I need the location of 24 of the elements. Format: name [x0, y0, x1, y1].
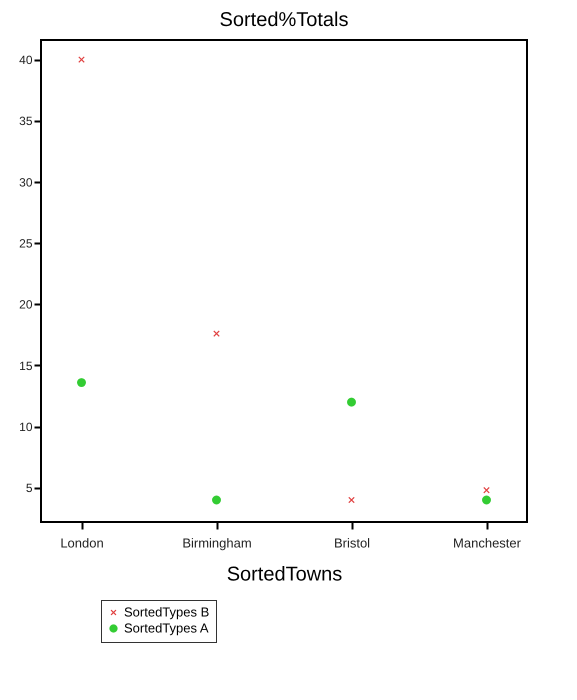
x-tick-label: Manchester: [453, 536, 522, 550]
y-tick-label: 35: [19, 114, 33, 128]
legend-label: SortedTypes A: [124, 620, 209, 636]
point: [212, 496, 221, 504]
x-tick-label: Bristol: [334, 536, 370, 550]
point: [483, 486, 490, 494]
x-tick-label: London: [60, 536, 104, 550]
point: [348, 496, 355, 504]
chart-title: Sorted%Totals: [220, 9, 348, 31]
y-tick-label: 25: [19, 236, 33, 251]
y-tick-label: 5: [26, 481, 33, 496]
point: [77, 378, 86, 388]
x-axis-title: SortedTowns: [226, 564, 342, 586]
legend-label: SortedTypes B: [124, 604, 210, 620]
y-tick-label: 20: [19, 298, 33, 312]
y-tick-label: 15: [19, 358, 33, 373]
x-tick-label: Birmingham: [182, 536, 252, 550]
y-tick-label: 40: [19, 53, 33, 68]
y-tick-label: 30: [19, 175, 33, 190]
point: [347, 398, 356, 407]
point: [482, 496, 491, 504]
point: [213, 330, 220, 337]
y-tick-label: 10: [19, 420, 33, 434]
point: [78, 56, 85, 63]
